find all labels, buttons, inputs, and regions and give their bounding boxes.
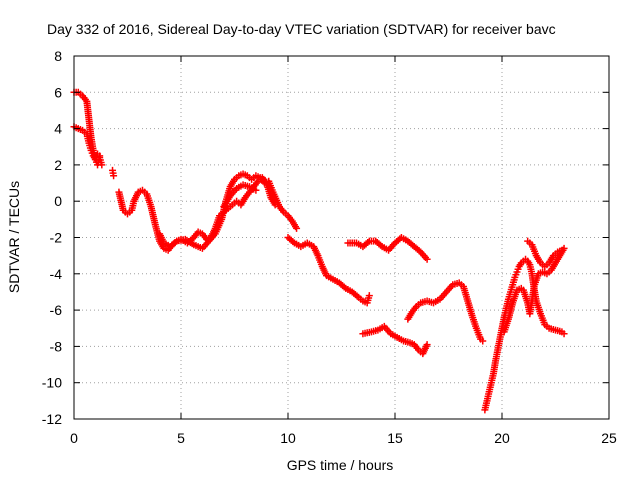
x-axis-label: GPS time / hours: [287, 457, 394, 473]
y-tick-label: 0: [54, 193, 62, 209]
x-tick-label: 0: [70, 430, 78, 446]
series-track-5: [156, 170, 301, 252]
data-point: [252, 186, 260, 194]
y-tick-label: -2: [50, 230, 63, 246]
x-tick-label: 25: [601, 430, 617, 446]
x-axis: 0 5 10 15 20 25: [70, 56, 617, 446]
y-tick-label: -4: [50, 266, 63, 282]
series-track-9: [359, 322, 431, 358]
series-track-7: [284, 234, 373, 307]
x-tick-label: 5: [177, 430, 185, 446]
data-point: [558, 246, 566, 254]
y-tick-label: -12: [42, 411, 62, 427]
data-point: [423, 255, 431, 263]
x-tick-label: 20: [494, 430, 510, 446]
y-tick-label: -8: [50, 338, 63, 354]
series-track-13: [524, 237, 566, 271]
y-tick-label: 6: [54, 84, 62, 100]
data-point: [479, 337, 487, 345]
data-point: [98, 161, 106, 169]
chart-title: Day 332 of 2016, Sidereal Day-to-day VTE…: [47, 21, 556, 37]
y-tick-label: -10: [42, 375, 62, 391]
y-axis-label: SDTVAR / TECUs: [6, 181, 22, 293]
series-track-10: [404, 279, 487, 345]
y-tick-label: 2: [54, 157, 62, 173]
data-point: [110, 172, 118, 180]
x-tick-label: 10: [280, 430, 296, 446]
data-marks: [70, 88, 568, 414]
x-tick-label: 15: [387, 430, 403, 446]
data-point: [423, 341, 431, 349]
y-tick-label: 4: [54, 121, 62, 137]
y-tick-label: -6: [50, 302, 63, 318]
y-tick-label: 8: [54, 48, 62, 64]
y-axis: -12 -10 -8 -6 -4 -2 0 2 4 6 8: [42, 48, 609, 427]
grid: [74, 56, 609, 419]
series-track-12: [500, 244, 568, 336]
data-point: [293, 224, 301, 232]
data-point: [560, 330, 568, 338]
series-track-8: [344, 234, 431, 263]
series-track-6: [220, 181, 260, 211]
series-track-3: [109, 166, 118, 180]
data-point: [365, 292, 373, 300]
data-point: [96, 152, 104, 160]
